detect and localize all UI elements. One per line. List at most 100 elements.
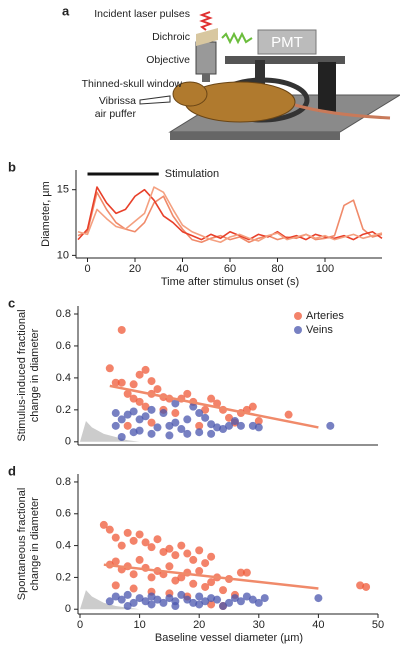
y-tick-label: 0.4 [56,372,71,384]
point [207,420,216,429]
noise-floor [80,590,140,610]
point [135,594,144,603]
y-axis-label: Stimulus-induced fractional [16,309,28,441]
point [153,595,162,604]
point [219,586,228,595]
x-tick-label: 10 [133,619,145,631]
point [129,584,138,593]
point [159,547,168,556]
point [117,595,126,604]
point [147,543,156,552]
point [123,410,132,419]
point [99,520,108,529]
panel-label: d [8,463,16,478]
panel-label: a [62,3,70,18]
point [236,568,245,577]
y-tick-label: 0.8 [56,476,71,488]
point [153,423,162,432]
point [111,581,120,590]
point [135,397,144,406]
point [171,399,180,408]
label: Thinned-skull window [82,78,183,90]
point [135,530,144,539]
y-tick-label: 15 [57,184,69,196]
point [213,595,222,604]
setup-diagram: a Incident laser pulses Dichroic PMT Obj… [62,3,400,140]
y-tick-label: 0.6 [56,508,71,520]
point [147,429,156,438]
point [165,562,174,571]
point [201,405,210,414]
label: Objective [146,54,190,66]
point [207,394,216,403]
legend-label: Veins [306,324,333,336]
point [284,410,293,419]
point [183,549,192,558]
point [147,592,156,601]
x-axis-label: Baseline vessel diameter (µm) [155,632,303,644]
point [183,415,192,424]
point [147,405,156,414]
x-tick-label: 0 [77,619,83,631]
point [105,597,114,606]
x-axis-label: Time after stimulus onset (s) [161,276,299,288]
point [117,378,126,387]
point [141,402,150,411]
panel-label: c [8,295,15,310]
point [195,600,204,609]
y-axis-label: change in diameter [29,497,41,591]
point [236,597,245,606]
point [165,421,174,430]
post [318,62,336,112]
laser [199,11,213,31]
point [201,597,210,606]
y-tick-label: 10 [57,249,69,261]
x-tick-label: 0 [84,263,90,275]
point [362,582,371,591]
point [117,325,126,334]
point [207,578,216,587]
point [177,541,186,550]
point [147,573,156,582]
point [135,555,144,564]
x-tick-label: 50 [372,619,384,631]
point [171,551,180,560]
point [225,598,233,607]
point [171,602,180,611]
point [189,555,198,564]
objective-tip [202,74,210,82]
point [207,552,216,561]
point [207,429,216,438]
point [248,595,257,604]
point [117,541,126,550]
point [248,402,257,411]
point [111,378,120,387]
point [219,602,228,611]
point [260,594,269,603]
point [242,568,251,577]
platform-edge [170,132,340,140]
x-tick-label: 40 [312,619,324,631]
objective [195,41,217,75]
point [111,421,120,430]
point [195,428,204,437]
point [129,407,138,416]
point [177,590,186,599]
x-tick-label: 100 [316,263,334,275]
label: Incident laser pulses [94,8,190,20]
point [123,590,132,599]
point [141,597,150,606]
point [135,415,144,424]
point [230,594,239,603]
legend-swatch [294,326,302,334]
point [123,421,132,430]
point [165,431,174,440]
trace [77,186,383,244]
point [117,433,126,442]
point [171,409,180,418]
point [129,536,138,545]
air-puffer [139,95,171,105]
point [129,570,138,579]
point [195,409,204,418]
x-tick-label: 60 [224,263,236,275]
